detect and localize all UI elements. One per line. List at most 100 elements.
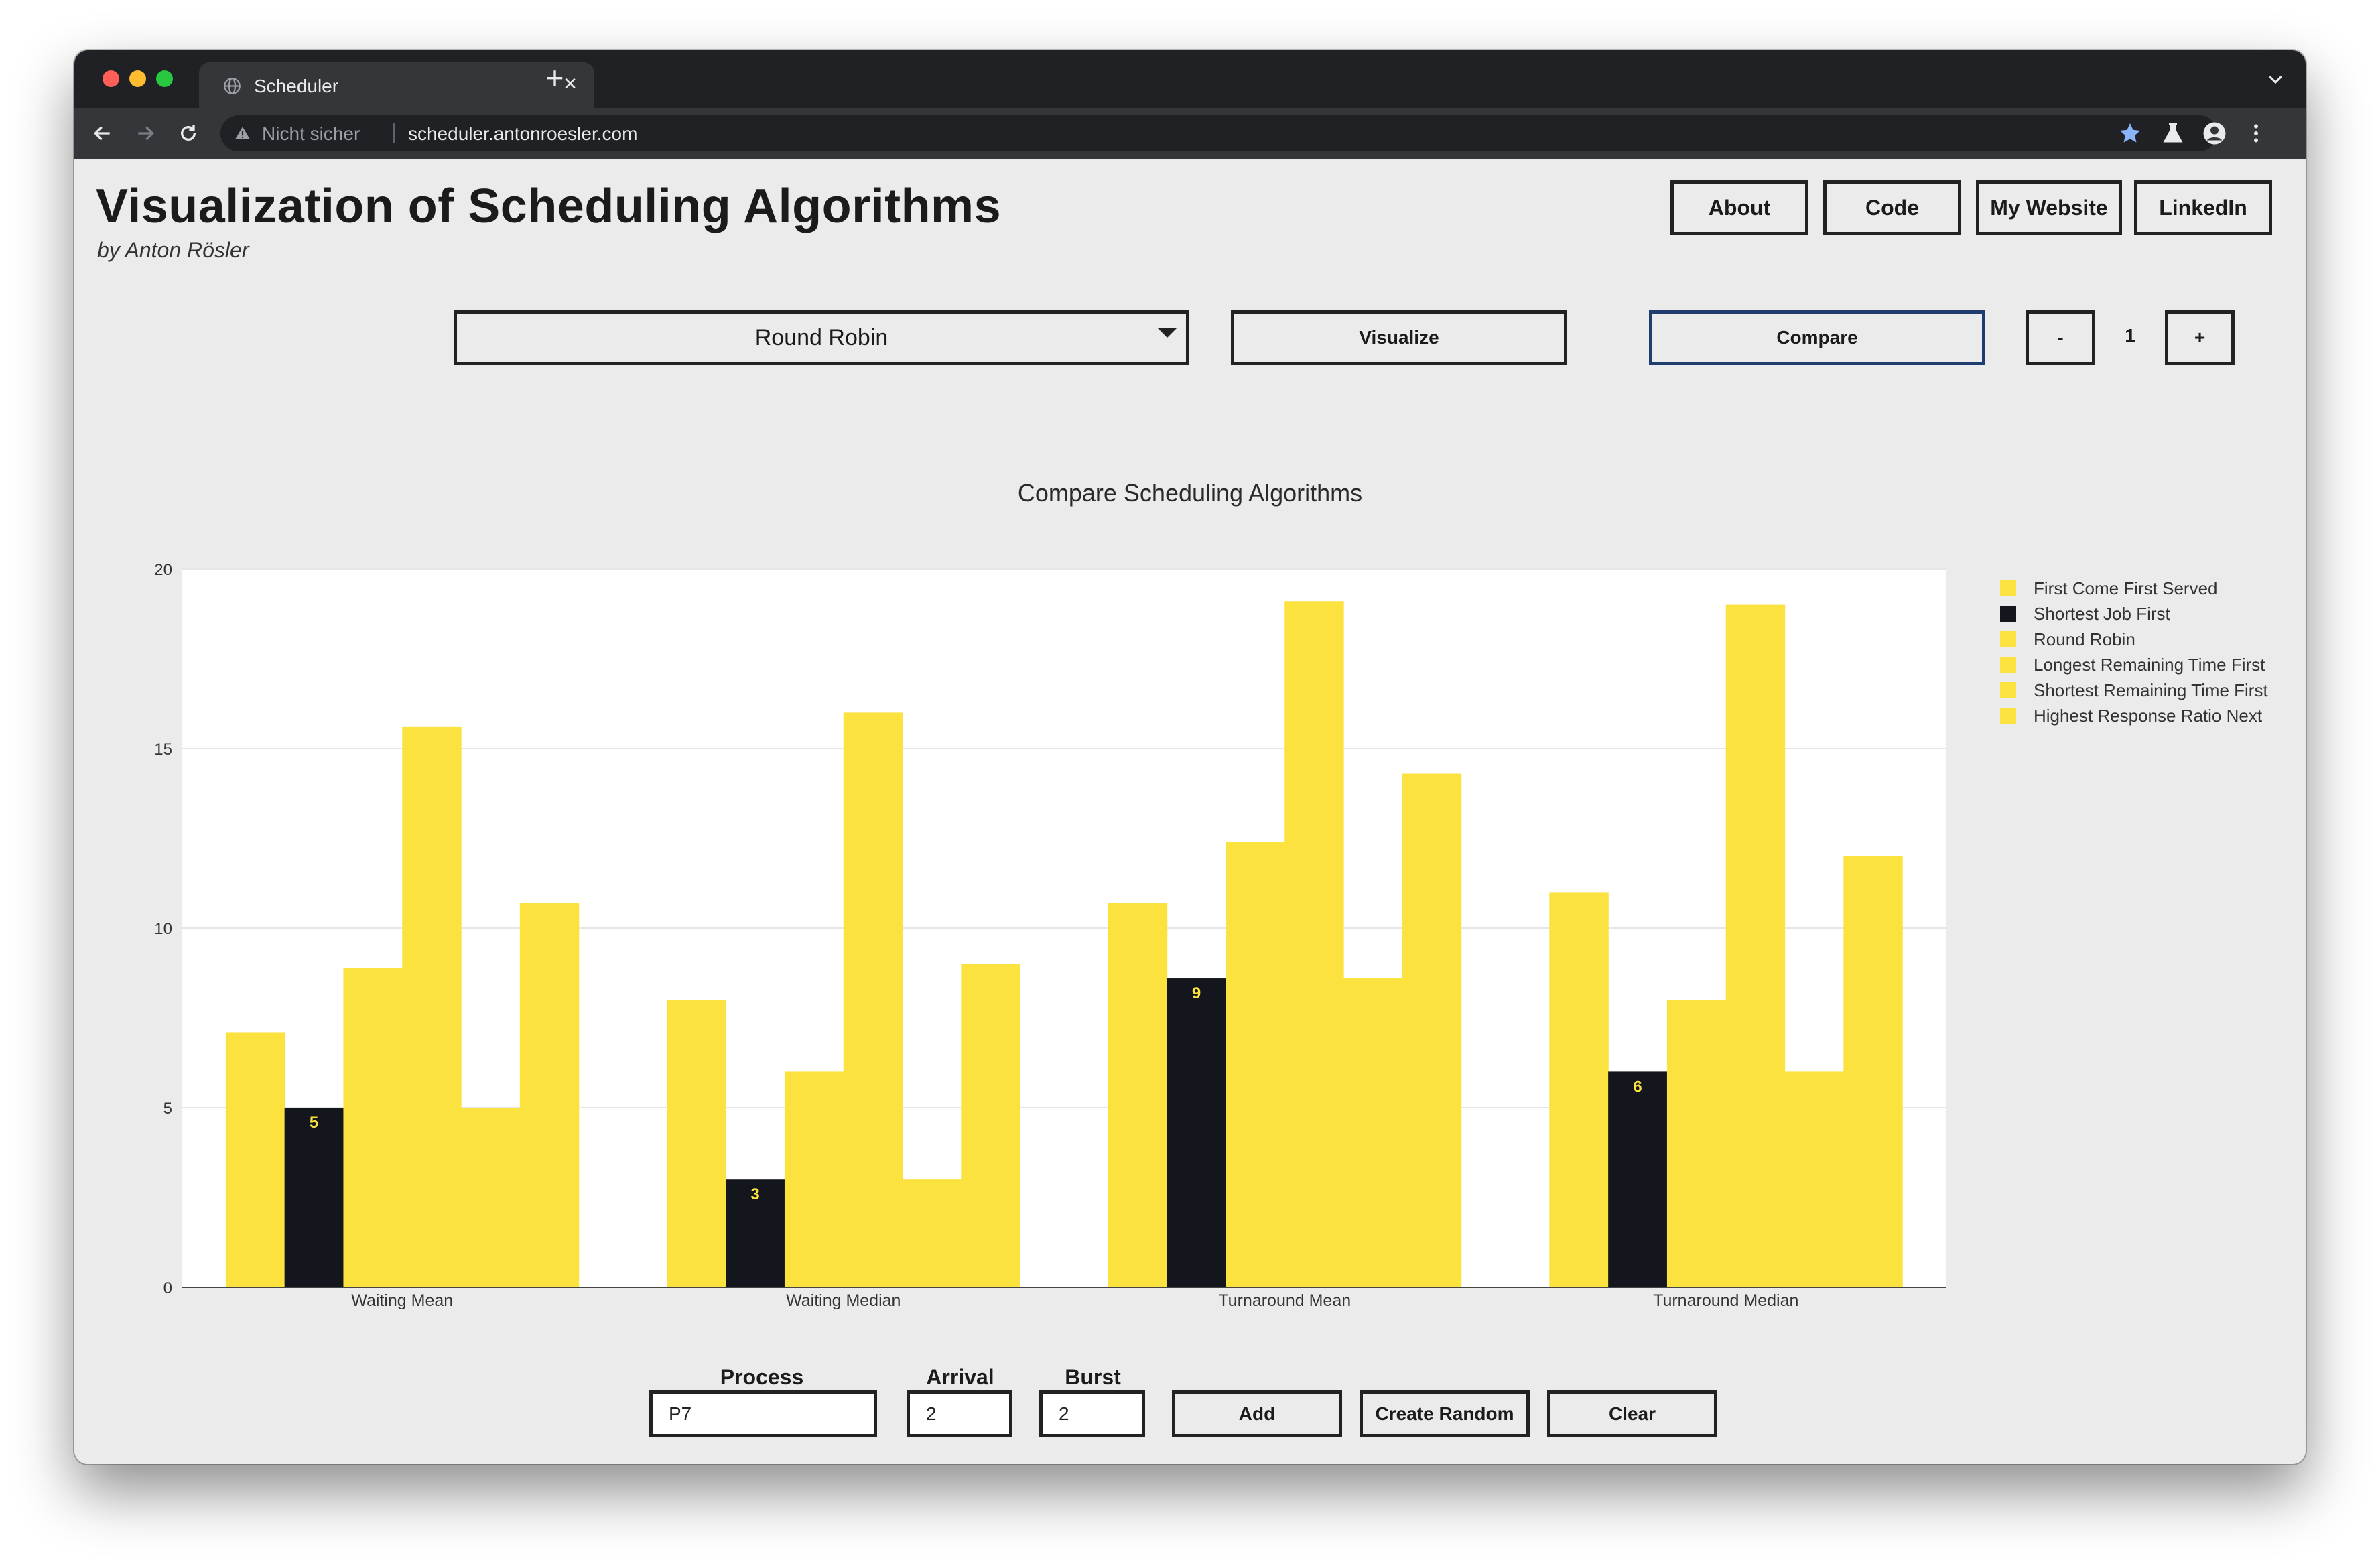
chart-title: Compare Scheduling Algorithms	[1017, 479, 1363, 507]
bar	[961, 964, 1020, 1287]
legend-item[interactable]: Longest Remaining Time First	[2000, 652, 2268, 677]
close-tab-icon[interactable]: ×	[564, 71, 577, 96]
address-divider	[393, 123, 395, 143]
minimize-window-button[interactable]	[129, 70, 146, 87]
dropdown-caret-icon	[1158, 328, 1177, 338]
arrow-right-icon	[138, 126, 155, 141]
process-input[interactable]	[649, 1390, 877, 1437]
bar-data-label: 9	[1192, 984, 1201, 1002]
chevron-down-icon[interactable]	[2265, 69, 2286, 89]
bar-data-label: 5	[310, 1114, 318, 1132]
url-text[interactable]: scheduler.antonroesler.com	[408, 123, 638, 144]
bar	[784, 1071, 844, 1287]
comparison-bar-chart: 0 5 10 15 20 5 Waiting Mean 3 Waiting Median 9 Tur…	[154, 561, 1946, 1310]
burst-label: Burst	[1065, 1365, 1121, 1389]
bar	[1226, 842, 1285, 1287]
page-subtitle: by Anton Rösler	[97, 238, 249, 262]
legend-label: Highest Response Ratio Next	[2034, 705, 2263, 726]
arrow-left-icon	[93, 126, 110, 141]
legend-swatch	[2000, 682, 2016, 698]
bar	[284, 1108, 344, 1287]
browser-window: Scheduler × +	[74, 50, 2306, 1464]
bar	[402, 726, 462, 1287]
code-link[interactable]: Code	[1823, 180, 1961, 235]
warning-icon[interactable]	[234, 125, 251, 142]
bar	[667, 1000, 726, 1287]
y-tick-label: 15	[154, 740, 172, 759]
bar	[843, 712, 903, 1287]
close-window-button[interactable]	[103, 70, 119, 87]
algorithm-select[interactable]: Round Robin	[454, 310, 1189, 365]
legend-label: First Come First Served	[2034, 578, 2218, 598]
x-tick-label: Waiting Median	[786, 1291, 901, 1310]
legend-swatch	[2000, 657, 2016, 673]
flask-icon[interactable]	[2161, 121, 2185, 145]
back-button[interactable]	[86, 117, 119, 149]
arrival-label: Arrival	[926, 1365, 994, 1389]
zoom-window-button[interactable]	[156, 70, 173, 87]
browser-toolbar: Nicht sicher scheduler.antonroesler.com	[74, 108, 2306, 159]
y-tick-label: 0	[163, 1279, 172, 1297]
globe-icon	[224, 78, 241, 94]
about-link[interactable]: About	[1670, 180, 1808, 235]
y-tick-label: 5	[163, 1100, 172, 1118]
legend-item[interactable]: Shortest Job First	[2000, 601, 2268, 627]
bar	[1608, 1071, 1668, 1287]
chart-legend: First Come First Served Shortest Job Firs…	[2000, 576, 2268, 728]
page-content: Visualization of Scheduling Algorithms b…	[74, 159, 2306, 1464]
bar	[1784, 1071, 1844, 1287]
process-label: Process	[720, 1365, 804, 1389]
legend-label: Shortest Remaining Time First	[2034, 679, 2268, 700]
burst-input[interactable]	[1039, 1390, 1145, 1437]
tab-strip: Scheduler × +	[74, 50, 2306, 108]
bar	[1666, 1000, 1727, 1287]
x-tick-label: Waiting Mean	[351, 1291, 453, 1310]
clear-button[interactable]: Clear	[1547, 1390, 1717, 1437]
bar	[343, 967, 403, 1287]
page-title: Visualization of Scheduling Algorithms	[96, 180, 1002, 233]
bar	[1549, 892, 1609, 1287]
legend-swatch	[2000, 631, 2016, 647]
bar	[1167, 978, 1227, 1287]
bar	[1402, 773, 1462, 1287]
legend-swatch	[2000, 606, 2016, 622]
bookmark-star-icon[interactable]	[2118, 121, 2142, 145]
bar	[1284, 601, 1344, 1287]
legend-item[interactable]: First Come First Served	[2000, 576, 2268, 601]
visualize-button[interactable]: Visualize	[1231, 310, 1567, 365]
address-bar[interactable]: Nicht sicher scheduler.antonroesler.com	[220, 115, 2217, 151]
new-tab-button[interactable]: +	[545, 60, 564, 95]
reload-button[interactable]	[172, 117, 204, 149]
bar	[1108, 903, 1168, 1287]
legend-item[interactable]: Highest Response Ratio Next	[2000, 703, 2268, 728]
algorithm-select-value: Round Robin	[754, 324, 888, 350]
quantity-value: 1	[2125, 325, 2135, 346]
compare-button[interactable]: Compare	[1649, 310, 1985, 365]
my-website-link[interactable]: My Website	[1976, 180, 2122, 235]
bar	[225, 1032, 285, 1287]
browser-tab[interactable]: Scheduler ×	[199, 62, 594, 108]
bar	[902, 1179, 962, 1287]
decrement-button[interactable]: -	[2026, 310, 2095, 365]
create-random-button[interactable]: Create Random	[1360, 1390, 1530, 1437]
bar	[1725, 604, 1786, 1287]
bar	[1843, 856, 1903, 1287]
bar-data-label: 3	[750, 1185, 759, 1203]
bar	[461, 1108, 521, 1287]
x-tick-label: Turnaround Median	[1653, 1291, 1798, 1310]
increment-button[interactable]: +	[2165, 310, 2235, 365]
forward-button[interactable]	[129, 117, 161, 149]
bar	[726, 1179, 785, 1287]
y-tick-label: 10	[154, 920, 172, 938]
arrival-input[interactable]	[907, 1390, 1012, 1437]
legend-label: Shortest Job First	[2034, 603, 2170, 624]
kebab-menu-icon[interactable]	[2244, 121, 2268, 145]
bar	[1343, 978, 1403, 1287]
legend-item[interactable]: Round Robin	[2000, 627, 2268, 652]
add-button[interactable]: Add	[1172, 1390, 1342, 1437]
bar	[519, 903, 580, 1287]
linkedin-link[interactable]: LinkedIn	[2134, 180, 2272, 235]
legend-item[interactable]: Shortest Remaining Time First	[2000, 677, 2268, 703]
security-label[interactable]: Nicht sicher	[262, 123, 360, 144]
profile-icon[interactable]	[2202, 121, 2227, 145]
